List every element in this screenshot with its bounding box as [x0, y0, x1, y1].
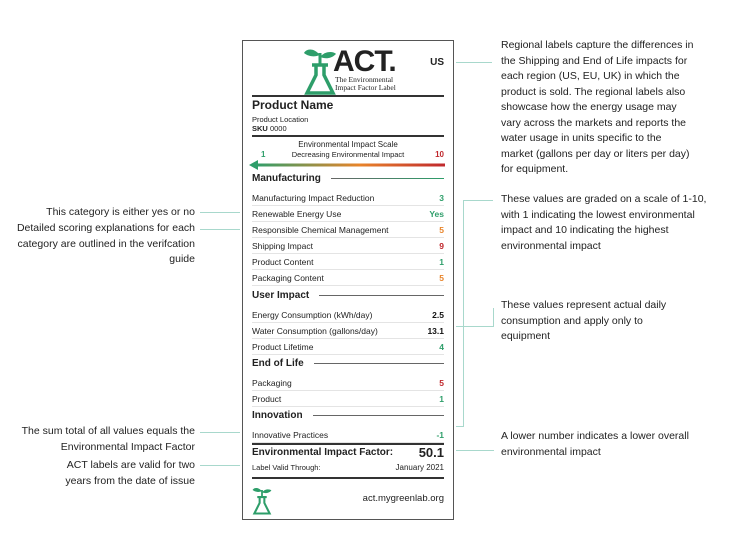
- footer-logo-icon: [252, 487, 272, 515]
- act-label: ACT. The Environmental Impact Factor Lab…: [242, 40, 454, 520]
- score-row: Product Content 1: [252, 254, 444, 270]
- row-label: Manufacturing Impact Reduction: [252, 192, 375, 203]
- annotation-yes-no: This category is either yes or no: [46, 206, 195, 218]
- divider: [330, 178, 444, 179]
- product-name: Product Name: [252, 98, 334, 112]
- sku: SKU 0000: [252, 124, 287, 133]
- row-value: 5: [439, 272, 444, 283]
- logo-subtitle-2: Impact Factor Label: [335, 83, 396, 92]
- sku-label: SKU: [252, 124, 268, 133]
- row-value: 9: [439, 240, 444, 251]
- row-value: 4: [439, 341, 444, 352]
- divider: [319, 295, 444, 296]
- score-row: Packaging Content 5: [252, 270, 444, 286]
- row-label: Renewable Energy Use: [252, 208, 342, 219]
- scale-min: 1: [261, 150, 266, 159]
- valid-through-value: January 2021: [395, 463, 444, 472]
- divider: [312, 415, 444, 416]
- row-label: Water Consumption (gallons/day): [252, 325, 378, 336]
- product-location: Product Location: [252, 115, 309, 124]
- section-heading: User Impact: [252, 290, 444, 301]
- row-label: Product Lifetime: [252, 341, 314, 352]
- row-value: Yes: [429, 208, 444, 219]
- score-row: Packaging 5: [252, 375, 444, 391]
- row-label: Packaging: [252, 377, 292, 388]
- row-value: 5: [439, 224, 444, 235]
- score-row: Shipping Impact 9: [252, 238, 444, 254]
- score-row: Innovative Practices -1: [252, 427, 444, 443]
- row-label: Energy Consumption (kWh/day): [252, 309, 373, 320]
- divider: [313, 363, 444, 364]
- annotation-scoring-guide: Detailed scoring explanations for each c…: [16, 222, 195, 265]
- row-label: Innovative Practices: [252, 429, 329, 440]
- section-title: Manufacturing: [252, 173, 321, 184]
- scale-subtitle: Decreasing Environmental Impact: [291, 150, 405, 159]
- section-heading: Innovation: [252, 410, 444, 421]
- score-row: Responsible Chemical Management 5: [252, 222, 444, 238]
- scale-max: 10: [435, 150, 444, 159]
- row-value: 3: [439, 192, 444, 203]
- section-title: End of Life: [252, 358, 304, 369]
- section-heading: Manufacturing: [252, 173, 444, 184]
- row-label: Packaging Content: [252, 272, 324, 283]
- score-row: Product 1: [252, 391, 444, 407]
- annotation-lower-number: A lower number indicates a lower overall…: [501, 430, 689, 458]
- sku-value: 0000: [269, 124, 287, 133]
- row-value: 1: [439, 393, 444, 404]
- row-label: Product Content: [252, 256, 314, 267]
- row-value: -1: [436, 429, 444, 440]
- section-heading: End of Life: [252, 358, 444, 369]
- valid-through-label: Label Valid Through:: [252, 463, 321, 472]
- logo-subtitle-1: The Environmental: [335, 75, 394, 84]
- annotation-scale: These values are graded on a scale of 1-…: [501, 193, 707, 252]
- flask-leaf-logo-icon: [304, 49, 336, 95]
- section-title: User Impact: [252, 290, 310, 301]
- score-row: Energy Consumption (kWh/day) 2.5: [252, 307, 444, 323]
- website-link[interactable]: act.mygreenlab.org: [362, 493, 444, 504]
- row-label: Shipping Impact: [252, 240, 313, 251]
- row-label: Product: [252, 393, 282, 404]
- impact-factor-value: 50.1: [418, 445, 444, 460]
- row-value: 5: [439, 377, 444, 388]
- impact-factor-label: Environmental Impact Factor:: [252, 447, 394, 458]
- annotation-consumption: These values represent actual daily cons…: [501, 299, 667, 342]
- row-value: 1: [439, 256, 444, 267]
- score-row: Water Consumption (gallons/day) 13.1: [252, 323, 444, 339]
- row-value: 13.1: [427, 325, 444, 336]
- score-row: Manufacturing Impact Reduction 3: [252, 190, 444, 206]
- row-label: Responsible Chemical Management: [252, 224, 389, 235]
- row-value: 2.5: [432, 309, 444, 320]
- annotation-validity: ACT labels are valid for two years from …: [65, 459, 195, 487]
- annotation-regional: Regional labels capture the differences …: [501, 39, 694, 175]
- logo-text: ACT.: [333, 45, 397, 78]
- score-row: Product Lifetime 4: [252, 339, 444, 355]
- scale-arrow-icon: [249, 160, 445, 170]
- annotation-sum-total: The sum total of all values equals the E…: [21, 425, 195, 453]
- score-row: Renewable Energy Use Yes: [252, 206, 444, 222]
- scale-title: Environmental Impact Scale: [298, 140, 398, 149]
- region-badge: US: [430, 57, 444, 68]
- section-title: Innovation: [252, 410, 303, 421]
